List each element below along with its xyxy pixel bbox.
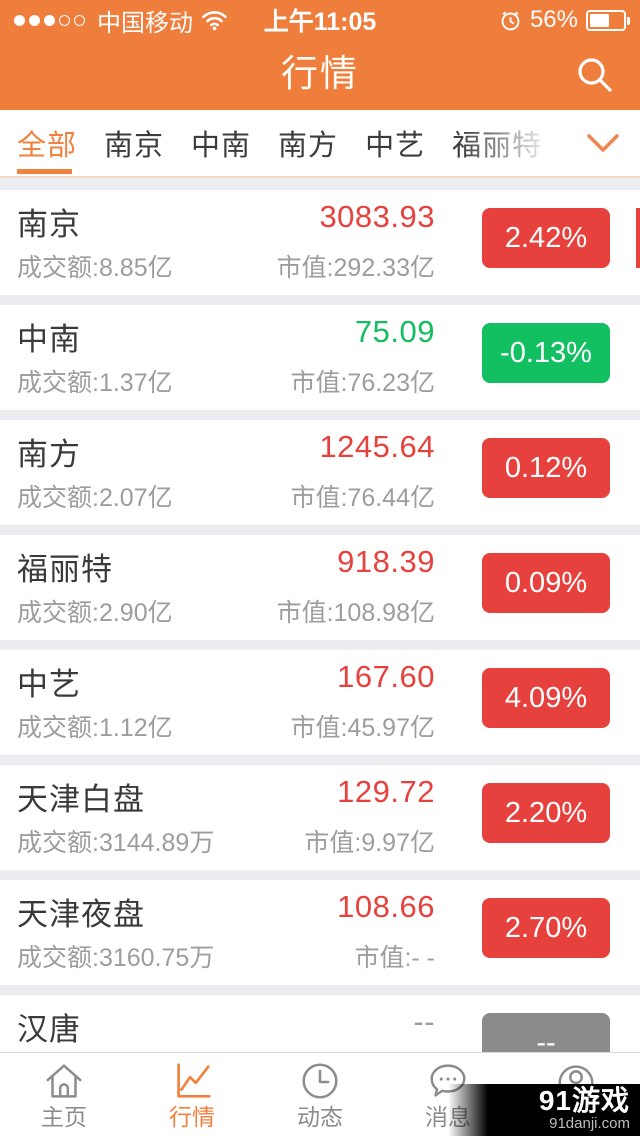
- edge-marker: [636, 208, 640, 268]
- market-cap-label: 市值:- -: [354, 944, 435, 972]
- market-cap-label: 市值:108.98亿: [276, 599, 435, 627]
- market-row[interactable]: 中艺 成交额:1.12亿 167.60 市值:45.97亿 4.09%: [0, 650, 640, 755]
- instrument-name: 南京: [17, 207, 81, 242]
- instrument-name: 南方: [17, 437, 81, 472]
- header: 行情: [0, 40, 640, 110]
- signal-strength-icon: [14, 14, 85, 26]
- change-badge[interactable]: 0.09%: [482, 553, 610, 613]
- market-cap-label: 市值:45.97亿: [290, 714, 435, 742]
- market-row[interactable]: 南京 成交额:8.85亿 3083.93 市值:292.33亿 2.42%: [0, 190, 640, 295]
- price-value: 75.09: [354, 314, 435, 349]
- nav-item-home[interactable]: 主页: [0, 1053, 128, 1136]
- price-value: 3083.93: [319, 199, 435, 234]
- market-row[interactable]: 天津白盘 成交额:3144.89万 129.72 市值:9.97亿 2.20%: [0, 765, 640, 870]
- wifi-icon: [202, 10, 227, 30]
- battery-icon: [586, 9, 630, 31]
- alarm-clock-icon: [501, 11, 520, 30]
- tab-fulite[interactable]: 福丽特: [452, 130, 543, 162]
- market-list: 南京 成交额:8.85亿 3083.93 市值:292.33亿 2.42% 中南…: [0, 178, 640, 1136]
- tab-zhongnan[interactable]: 中南: [191, 130, 252, 162]
- market-cap-label: 市值:9.97亿: [304, 829, 435, 857]
- nav-item-quotes[interactable]: 行情: [128, 1053, 256, 1136]
- watermark: 91游戏 91danji.com: [448, 1084, 640, 1136]
- home-icon: [41, 1058, 87, 1104]
- instrument-name: 天津夜盘: [17, 897, 145, 932]
- status-time: 上午11:05: [263, 8, 377, 36]
- nav-item-activity[interactable]: 动态: [256, 1053, 384, 1136]
- price-value: 167.60: [337, 659, 435, 694]
- change-badge[interactable]: 0.12%: [482, 438, 610, 498]
- market-row[interactable]: 天津夜盘 成交额:3160.75万 108.66 市值:- - 2.70%: [0, 880, 640, 985]
- tab-all[interactable]: 全部: [17, 130, 78, 162]
- market-row[interactable]: 南方 成交额:2.07亿 1245.64 市值:76.44亿 0.12%: [0, 420, 640, 525]
- change-badge[interactable]: -0.13%: [482, 323, 610, 383]
- price-value: 918.39: [337, 544, 435, 579]
- watermark-url: 91danji.com: [549, 1115, 630, 1132]
- price-value: 1245.64: [319, 429, 435, 464]
- category-tab-bar: 全部 南京 中南 南方 中艺 福丽特: [0, 110, 640, 178]
- change-badge[interactable]: 4.09%: [482, 668, 610, 728]
- turnover-label: 成交额:3160.75万: [17, 944, 215, 972]
- turnover-label: 成交额:1.12亿: [17, 714, 173, 742]
- instrument-name: 天津白盘: [17, 782, 145, 817]
- page-title: 行情: [281, 53, 359, 94]
- market-cap-label: 市值:76.44亿: [290, 484, 435, 512]
- clock-icon: [297, 1058, 343, 1104]
- battery-percent: 56%: [529, 6, 578, 33]
- market-row[interactable]: 福丽特 成交额:2.90亿 918.39 市值:108.98亿 0.09%: [0, 535, 640, 640]
- chevron-down-icon[interactable]: [586, 133, 620, 155]
- market-cap-label: 市值:76.23亿: [290, 369, 435, 397]
- message-icon: [425, 1058, 471, 1104]
- tab-nanjing[interactable]: 南京: [104, 130, 165, 162]
- status-bar: 中国移动 上午11:05 56%: [0, 0, 640, 40]
- instrument-name: 中艺: [17, 667, 81, 702]
- market-cap-label: 市值:292.33亿: [276, 254, 435, 282]
- turnover-label: 成交额:1.37亿: [17, 369, 173, 397]
- turnover-label: 成交额:2.90亿: [17, 599, 173, 627]
- market-row[interactable]: 中南 成交额:1.37亿 75.09 市值:76.23亿 -0.13%: [0, 305, 640, 410]
- active-tab-underline: [17, 169, 72, 174]
- instrument-name: 中南: [17, 322, 81, 357]
- change-badge[interactable]: 2.70%: [482, 898, 610, 958]
- change-badge[interactable]: 2.20%: [482, 783, 610, 843]
- turnover-label: 成交额:8.85亿: [17, 254, 173, 282]
- chart-icon: [169, 1058, 215, 1104]
- turnover-label: 成交额:3144.89万: [17, 829, 215, 857]
- price-value: --: [413, 1004, 435, 1039]
- nav-label: 主页: [41, 1104, 87, 1130]
- turnover-label: 成交额:2.07亿: [17, 484, 173, 512]
- instrument-name: 汉唐: [17, 1012, 81, 1047]
- tab-nanfang[interactable]: 南方: [278, 130, 339, 162]
- nav-label: 动态: [297, 1104, 343, 1130]
- price-value: 129.72: [337, 774, 435, 809]
- tab-zhongyi[interactable]: 中艺: [365, 130, 426, 162]
- change-badge[interactable]: 2.42%: [482, 208, 610, 268]
- price-value: 108.66: [337, 889, 435, 924]
- carrier-label: 中国移动: [97, 9, 193, 37]
- instrument-name: 福丽特: [17, 552, 113, 587]
- watermark-title: 91游戏: [538, 1085, 630, 1116]
- search-icon[interactable]: [574, 54, 616, 96]
- nav-label: 行情: [169, 1104, 215, 1130]
